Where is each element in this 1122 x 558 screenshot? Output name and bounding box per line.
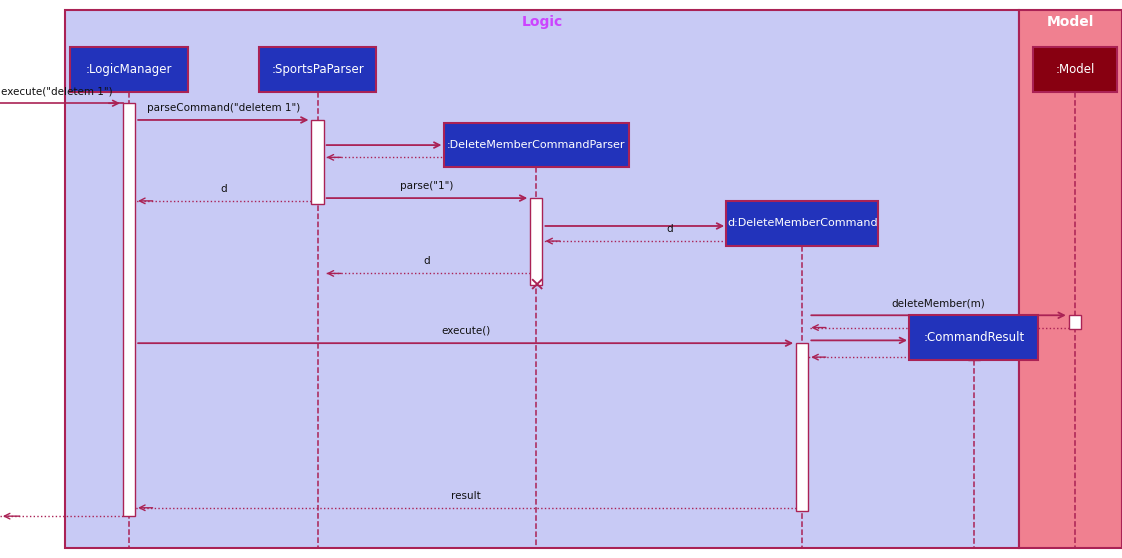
Text: :CommandResult: :CommandResult <box>923 331 1024 344</box>
Text: parseCommand("deletem 1"): parseCommand("deletem 1") <box>147 103 300 113</box>
Text: execute("deletem 1"): execute("deletem 1") <box>1 86 112 97</box>
Bar <box>967 340 981 360</box>
Text: :DeleteMemberCommandParser: :DeleteMemberCommandParser <box>447 140 626 150</box>
Text: parse("1"): parse("1") <box>401 181 453 191</box>
Text: deleteMember(m): deleteMember(m) <box>892 298 985 308</box>
Bar <box>1019 10 1122 548</box>
Bar <box>727 201 877 246</box>
Bar <box>443 123 628 167</box>
Bar <box>795 226 808 243</box>
Text: result: result <box>451 490 480 501</box>
Text: d:DeleteMemberCommand: d:DeleteMemberCommand <box>727 218 877 228</box>
Bar <box>311 120 323 204</box>
Bar <box>1068 315 1080 329</box>
Text: Logic: Logic <box>522 15 562 30</box>
Text: :SportsPaParser: :SportsPaParser <box>272 63 364 76</box>
Bar <box>123 103 135 516</box>
Text: Model: Model <box>1047 15 1094 30</box>
Bar <box>65 10 1019 548</box>
Text: execute(): execute() <box>441 326 490 336</box>
Bar <box>1032 47 1116 92</box>
Text: d: d <box>220 184 227 194</box>
Text: d: d <box>666 224 672 234</box>
Bar <box>530 198 542 285</box>
Text: :Model: :Model <box>1055 63 1095 76</box>
Bar <box>258 47 376 92</box>
Bar <box>530 145 542 162</box>
Bar <box>795 343 808 511</box>
Bar <box>909 315 1039 360</box>
Text: :LogicManager: :LogicManager <box>85 63 173 76</box>
Text: ✕: ✕ <box>528 276 544 295</box>
Bar <box>71 47 187 92</box>
Text: d: d <box>424 256 430 266</box>
